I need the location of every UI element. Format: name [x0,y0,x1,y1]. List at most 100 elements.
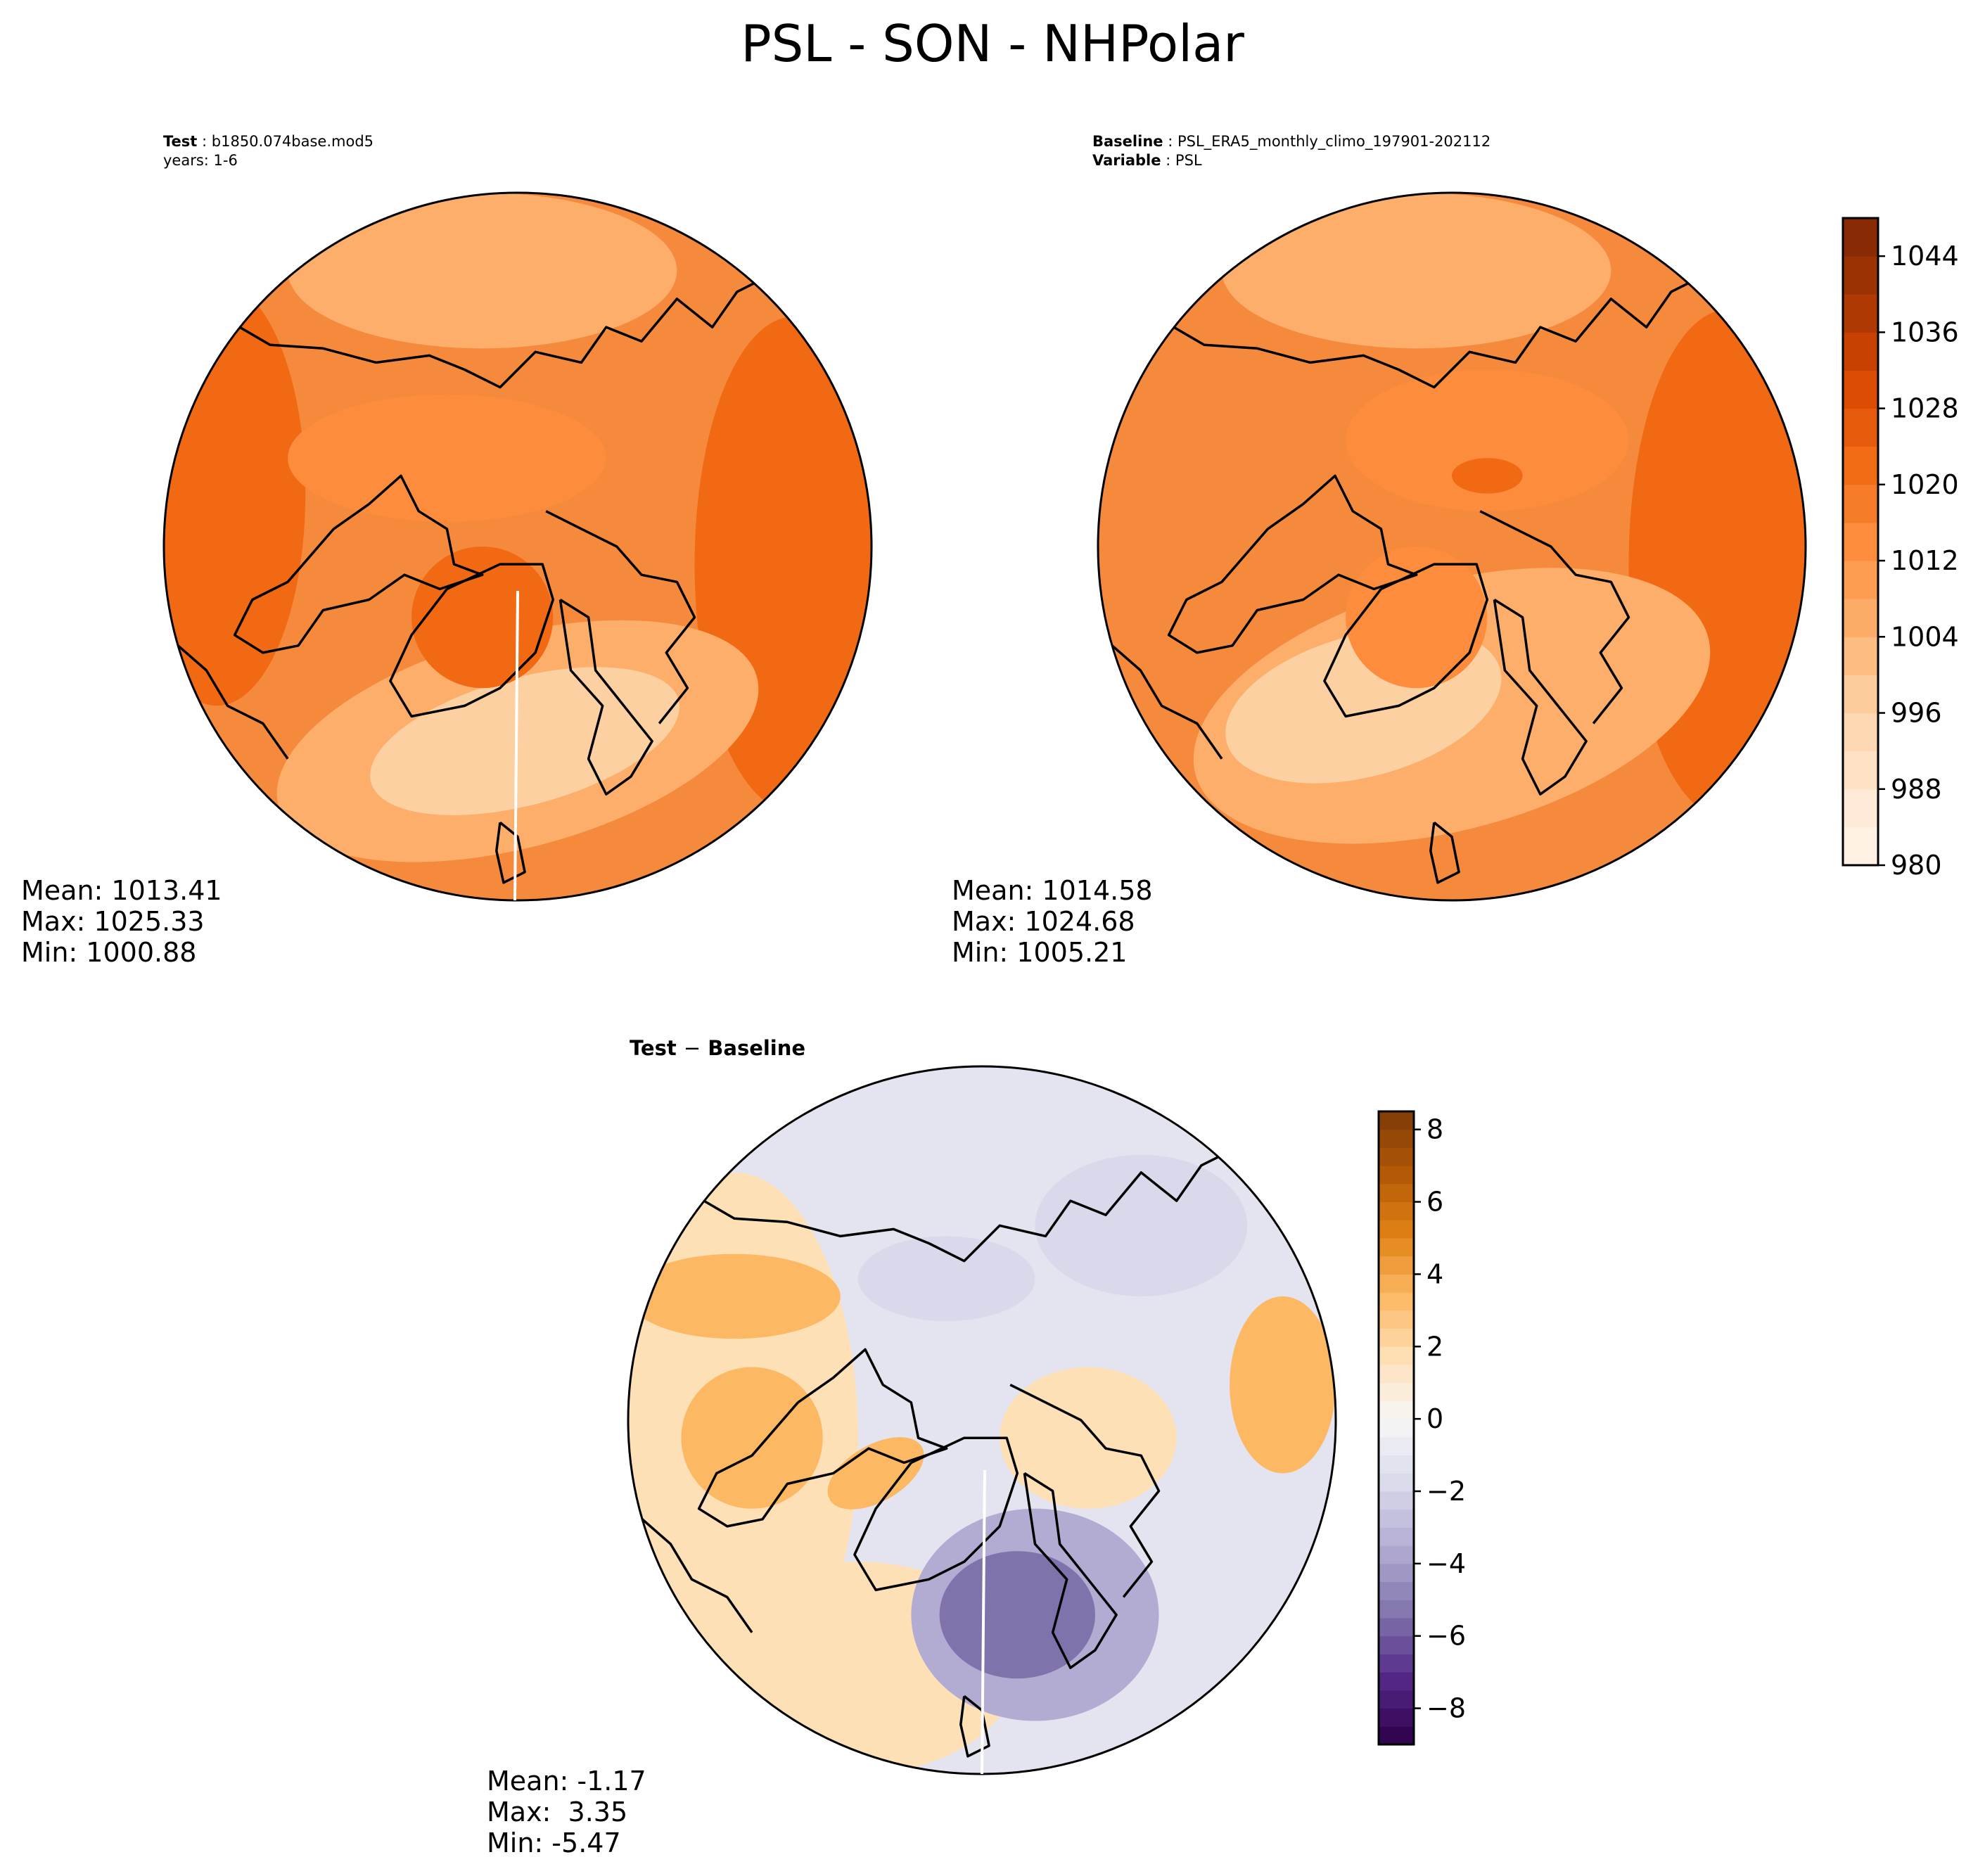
diff-colorbar-band [1379,1509,1414,1528]
diff-colorbar-band [1379,1455,1414,1474]
diff-colorbar-band [1379,1238,1414,1257]
test-label-value: b1850.074base.mod5 [211,133,374,150]
diff-map-panel [627,1065,1337,1775]
diff-colorbar-band [1379,1708,1414,1727]
baseline-label: Baseline : PSL_ERA5_monthly_climo_197901… [1092,133,1491,150]
psl-colorbar-tick-label: 988 [1891,774,1942,805]
psl-colorbar-tick-label: 1004 [1891,621,1959,652]
psl-colorbar-band [1843,827,1878,866]
psl-colorbar-tick-label: 1020 [1891,469,1959,500]
diff-colorbar-frame [1377,1110,1415,1746]
diff-max: Max: 3.35 [487,1797,628,1827]
psl-colorbar-tick-label: 1036 [1891,317,1959,347]
test-map-panel-boundary [162,191,873,902]
diff-colorbar-tick-label: 2 [1426,1331,1443,1362]
diff-colorbar-band [1379,1274,1414,1293]
diff-colorbar-band [1379,1581,1414,1600]
test-label: Test : b1850.074base.mod5 [163,133,374,150]
test-years: years: 1-6 [163,152,238,169]
psl-colorbar-band [1843,599,1878,637]
diff-colorbar-band [1379,1545,1414,1564]
baseline-variable: Variable : PSL [1092,152,1202,169]
diff-colorbar-band [1379,1726,1414,1745]
test-label-key: Test [163,133,198,150]
psl-colorbar-band [1843,370,1878,409]
diff-colorbar: −8 −6 −4 −2 0 2 4 6 8 [1377,1110,1466,1746]
diff-colorbar-band [1379,1310,1414,1329]
diff-colorbar-band [1379,1129,1414,1148]
psl-colorbar-band [1843,294,1878,333]
diff-colorbar-band [1379,1473,1414,1492]
diff-colorbar-tick-label: 8 [1426,1114,1443,1145]
psl-colorbar-tick-label: 1012 [1891,545,1959,576]
baseline-map-panel-boundary [1097,191,1807,902]
psl-colorbar-tick-label: 980 [1891,850,1942,881]
psl-colorbar-band [1843,751,1878,790]
psl-colorbar-tick-label: 1028 [1891,393,1959,424]
diff-colorbar-band [1379,1600,1414,1619]
diff-colorbar-tick-label: 0 [1426,1403,1443,1434]
diff-colorbar-band [1379,1563,1414,1583]
test-max: Max: 1025.33 [21,906,205,937]
diff-colorbar-band [1379,1166,1414,1185]
diff-label-test: Test [630,1036,677,1060]
diff-min: Min: -5.47 [487,1827,621,1858]
diff-colorbar-tick-label: −6 [1426,1621,1466,1652]
diff-colorbar-band [1379,1672,1414,1691]
diff-colorbar-band [1379,1256,1414,1275]
diff-colorbar-band [1379,1618,1414,1637]
diff-colorbar-tick-label: 6 [1426,1187,1443,1218]
psl-colorbar-tick-label: 1044 [1891,241,1959,272]
psl-colorbar-band [1843,561,1878,599]
diff-colorbar-band [1379,1654,1414,1673]
diff-colorbar-tick-label: −2 [1426,1476,1466,1507]
test-mean: Mean: 1013.41 [21,875,222,906]
diff-colorbar-band [1379,1382,1414,1401]
diff-colorbar-band [1379,1220,1414,1239]
diff-mean: Mean: -1.17 [487,1766,646,1797]
psl-colorbar-band [1843,522,1878,561]
diff-colorbar-band [1379,1491,1414,1510]
diff-colorbar-band [1379,1419,1414,1438]
diff-colorbar-band [1379,1365,1414,1384]
psl-colorbar-band [1843,637,1878,675]
test-min: Min: 1000.88 [21,937,197,968]
baseline-variable-value: PSL [1175,152,1202,169]
diff-colorbar-tick-label: 4 [1426,1258,1443,1289]
diff-label: Test − Baseline [630,1036,805,1060]
baseline-stats: Mean: 1014.58 Max: 1024.68 Min: 1005.21 [952,875,1153,968]
figure-title: PSL - SON - NHPolar [741,14,1244,73]
diff-colorbar-band [1379,1183,1414,1203]
diff-colorbar-band [1379,1111,1414,1130]
psl-colorbar-band [1843,256,1878,295]
diff-label-minus: − [683,1036,701,1060]
psl-colorbar-band [1843,408,1878,447]
diff-colorbar-band [1379,1328,1414,1347]
psl-colorbar-tick-label: 996 [1891,698,1942,729]
diff-colorbar-tick-label: −8 [1426,1693,1466,1724]
baseline-mean: Mean: 1014.58 [952,875,1153,906]
psl-colorbar-band [1843,713,1878,752]
baseline-label-key: Baseline [1092,133,1163,150]
psl-colorbar: 980 988 996 1004 1012 1020 1028 1036 1044 [1842,217,1959,881]
psl-colorbar-band [1843,484,1878,523]
diff-colorbar-band [1379,1147,1414,1166]
baseline-min: Min: 1005.21 [952,937,1128,968]
baseline-label-value: PSL_ERA5_monthly_climo_197901-202112 [1177,133,1491,150]
diff-label-baseline: Baseline [708,1036,806,1060]
psl-colorbar-band [1843,789,1878,828]
diff-colorbar-band [1379,1201,1414,1220]
baseline-map-panel [1097,191,1807,902]
psl-colorbar-frame [1842,217,1879,867]
test-map-panel [162,191,873,902]
diff-colorbar-band [1379,1690,1414,1709]
test-stats: Mean: 1013.41 Max: 1025.33 Min: 1000.88 [21,875,222,968]
psl-colorbar-band [1843,332,1878,371]
diff-colorbar-band [1379,1635,1414,1654]
psl-colorbar-band [1843,675,1878,714]
baseline-max: Max: 1024.68 [952,906,1135,937]
psl-colorbar-band [1843,218,1878,257]
diff-map-seam [981,1469,986,1775]
diff-colorbar-band [1379,1436,1414,1456]
